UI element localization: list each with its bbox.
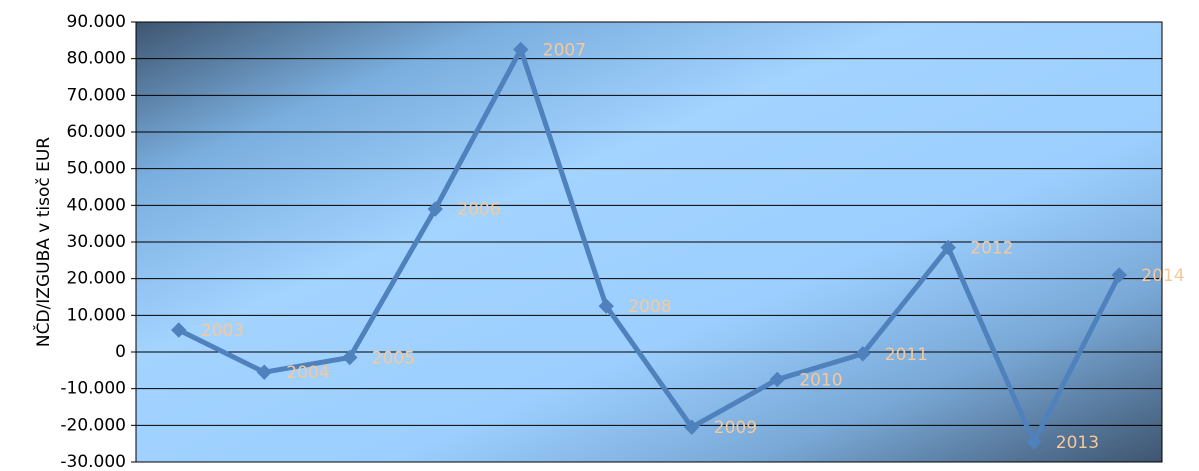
data-point-marker bbox=[855, 346, 871, 362]
data-label: 2009 bbox=[714, 418, 757, 438]
data-label: 2010 bbox=[799, 371, 842, 391]
gridlines bbox=[136, 21, 1162, 463]
y-tick-label: -30.000 bbox=[60, 452, 126, 471]
y-axis-label: NČD/IZGUBA v tisoč EUR bbox=[32, 137, 54, 347]
y-tick-label: 20.000 bbox=[67, 269, 126, 289]
data-point-marker bbox=[427, 201, 443, 217]
y-tick-label: 30.000 bbox=[67, 232, 126, 252]
data-label: 2003 bbox=[201, 321, 244, 341]
y-tick-label: 50.000 bbox=[67, 159, 126, 179]
data-point-marker bbox=[1026, 434, 1042, 450]
series-line-path bbox=[177, 43, 1122, 448]
data-label: 2012 bbox=[970, 239, 1013, 259]
y-tick-label: 90.000 bbox=[67, 12, 126, 32]
y-tick-label: 10.000 bbox=[67, 305, 126, 325]
data-labels: 2003 2004 2005 2006 2007 2008 2009 2010 2011 2012… bbox=[201, 41, 1185, 453]
y-tick-label: 60.000 bbox=[67, 122, 126, 142]
data-points bbox=[171, 41, 1127, 450]
y-tick-label: -20.000 bbox=[60, 415, 126, 435]
data-label: 2014 bbox=[1141, 266, 1184, 286]
data-label: 2004 bbox=[286, 363, 329, 383]
y-tick-label: -10.000 bbox=[60, 379, 126, 399]
data-point-marker bbox=[171, 322, 187, 338]
y-axis-ticks: 90.000 80.000 70.000 60.000 50.000 40.000 30.0… bbox=[60, 12, 136, 471]
data-label: 2013 bbox=[1056, 433, 1099, 453]
data-point-marker bbox=[684, 419, 700, 435]
data-label: 2011 bbox=[885, 345, 928, 365]
y-tick-label: 80.000 bbox=[67, 49, 126, 69]
data-label: 2005 bbox=[372, 349, 415, 369]
plot-border bbox=[135, 21, 1163, 463]
data-point-marker bbox=[513, 41, 529, 58]
data-point-marker bbox=[1111, 267, 1127, 283]
series-line bbox=[177, 43, 1122, 448]
data-label: 2007 bbox=[543, 41, 586, 61]
data-label: 2008 bbox=[628, 297, 671, 317]
data-point-marker bbox=[256, 364, 272, 380]
data-label: 2006 bbox=[457, 200, 500, 220]
y-tick-label: 40.000 bbox=[67, 195, 126, 215]
data-point-marker bbox=[598, 298, 614, 314]
y-tick-label: 70.000 bbox=[67, 85, 126, 105]
data-point-marker bbox=[769, 371, 785, 388]
data-point-marker bbox=[342, 349, 358, 366]
data-point-marker bbox=[940, 239, 956, 256]
y-tick-label: 0 bbox=[115, 342, 126, 362]
